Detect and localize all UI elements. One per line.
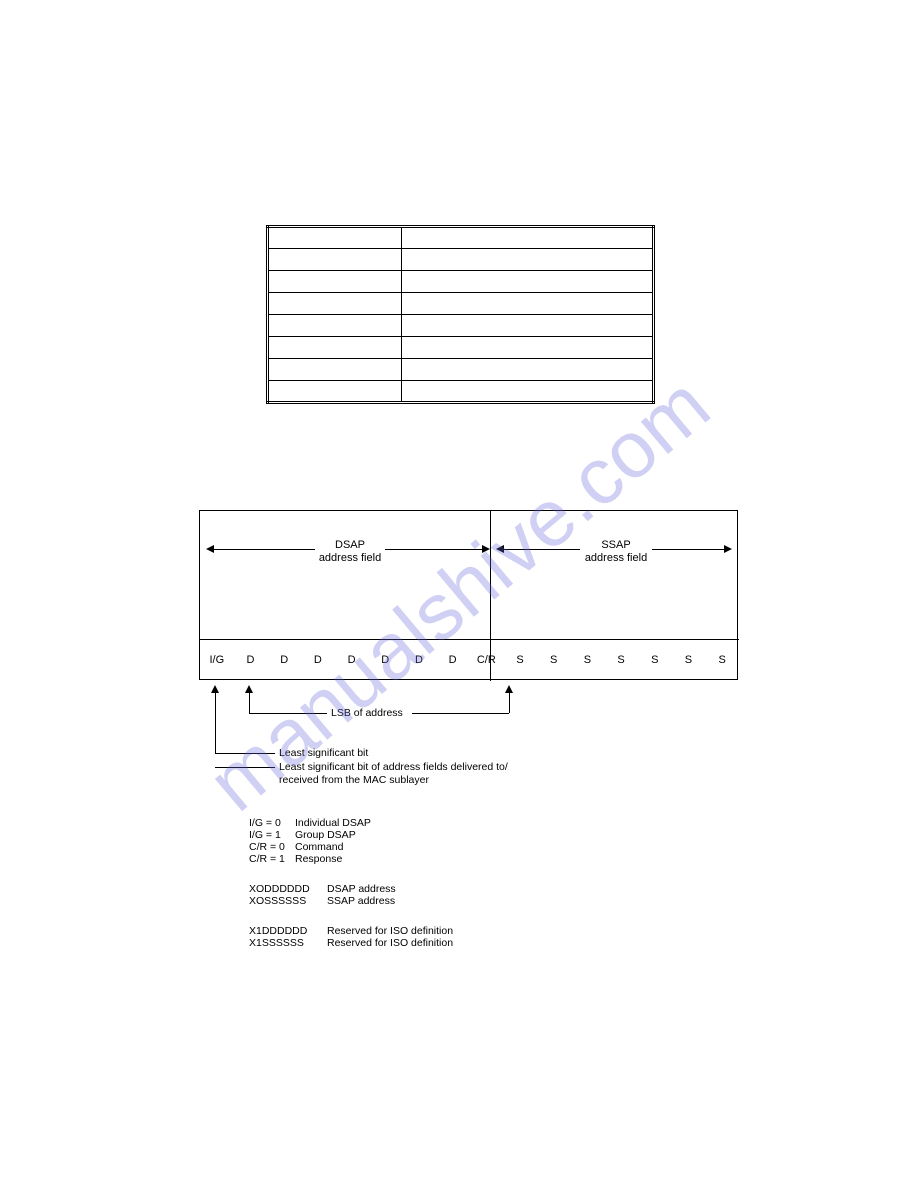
lsb-v-left bbox=[249, 693, 250, 713]
lsb2-arrow bbox=[211, 685, 219, 693]
least-sig-delivered: Least significant bit of address fields … bbox=[279, 761, 508, 787]
bit-0: I/G bbox=[200, 640, 234, 666]
lsb-text: LSB of address bbox=[331, 707, 403, 720]
ssap-text: SSAP bbox=[601, 539, 630, 551]
bit-15: S bbox=[705, 640, 739, 666]
ssap-span-right bbox=[652, 549, 724, 550]
bit-13: S bbox=[638, 640, 672, 666]
bit-10: S bbox=[537, 640, 571, 666]
cr1-val: Response bbox=[295, 853, 342, 866]
bit-8: C/R bbox=[470, 640, 504, 666]
bit-7: D bbox=[436, 640, 470, 666]
top-empty-table bbox=[266, 225, 655, 404]
bit-9: S bbox=[503, 640, 537, 666]
bit-5: D bbox=[368, 640, 402, 666]
bit-3: D bbox=[301, 640, 335, 666]
xoss-key: XOSSSSSS bbox=[249, 895, 306, 908]
lsb-arrow-left bbox=[245, 685, 253, 693]
field-box: DSAP address field SSAP address field I/… bbox=[199, 510, 738, 680]
dsap-span-left bbox=[214, 549, 315, 550]
bit-row: I/G D D D D D D D C/R S S S S S S S bbox=[200, 639, 739, 666]
delivered-l1: Least significant bit of address fields … bbox=[279, 761, 508, 773]
bit-6: D bbox=[402, 640, 436, 666]
ssap-right-arrow bbox=[724, 545, 732, 553]
ssap-text2: address field bbox=[585, 552, 647, 564]
ssap-span-left bbox=[504, 549, 580, 550]
bit-12: S bbox=[604, 640, 638, 666]
lsb2-h2 bbox=[215, 767, 275, 768]
bit-11: S bbox=[571, 640, 605, 666]
bit-4: D bbox=[335, 640, 369, 666]
least-sig-bit-text: Least significant bit bbox=[279, 747, 368, 760]
dsap-text2: address field bbox=[319, 552, 381, 564]
dsap-text: DSAP bbox=[335, 539, 365, 551]
dsap-left-arrow bbox=[206, 545, 214, 553]
dsap-span-right bbox=[385, 549, 482, 550]
bit-1: D bbox=[234, 640, 268, 666]
dsap-label: DSAP address field bbox=[315, 539, 385, 565]
address-field-diagram: DSAP address field SSAP address field I/… bbox=[199, 510, 738, 960]
cr1-key: C/R = 1 bbox=[249, 853, 285, 866]
dsap-right-arrow bbox=[482, 545, 490, 553]
lsb-h-left bbox=[249, 713, 327, 714]
bit-14: S bbox=[672, 640, 706, 666]
ssap-left-arrow bbox=[496, 545, 504, 553]
bit-2: D bbox=[267, 640, 301, 666]
lsb2-h1 bbox=[215, 753, 275, 754]
delivered-l2: received from the MAC sublayer bbox=[279, 774, 429, 786]
xoss-val: SSAP address bbox=[327, 895, 395, 908]
lsb2-v bbox=[215, 693, 216, 753]
x1ss-key: X1SSSSSS bbox=[249, 937, 304, 950]
lsb-h-right bbox=[412, 713, 509, 714]
ssap-label: SSAP address field bbox=[580, 539, 652, 565]
lsb-v-right bbox=[509, 693, 510, 713]
x1ss-val: Reserved for ISO definition bbox=[327, 937, 453, 950]
lsb-arrow-right bbox=[505, 685, 513, 693]
